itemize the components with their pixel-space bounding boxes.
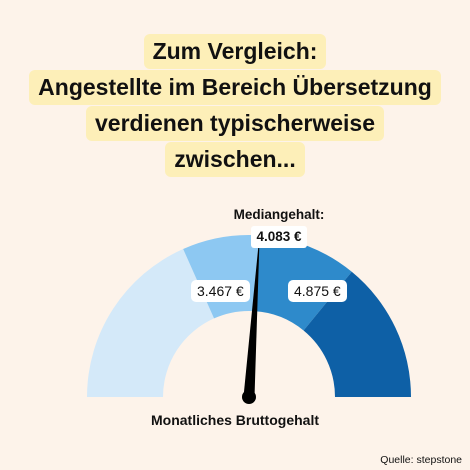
median-value: 4.083 €	[251, 226, 307, 248]
median-label: Mediangehalt:	[233, 207, 325, 222]
needle-hub	[242, 390, 256, 404]
gauge-segment-above-range	[303, 271, 411, 397]
median-annotation: Mediangehalt: 4.083 €	[223, 204, 335, 248]
source-note: Quelle: stepstone	[380, 454, 462, 466]
lower-value-label: 3.467 €	[191, 280, 250, 302]
title-block: Zum Vergleich: Angestellte im Bereich Üb…	[0, 34, 470, 178]
x-axis-label: Monatliches Bruttogehalt	[150, 412, 319, 428]
title-line-3: verdienen typischerweise	[86, 106, 384, 141]
title-line-1: Zum Vergleich:	[143, 34, 327, 69]
gauge-segment-below-range	[87, 248, 215, 397]
title-line-2: Angestellte im Bereich Übersetzung	[29, 70, 441, 105]
median-needle	[243, 232, 260, 398]
title-line-4: zwischen...	[165, 142, 305, 177]
upper-value-label: 4.875 €	[288, 280, 347, 302]
